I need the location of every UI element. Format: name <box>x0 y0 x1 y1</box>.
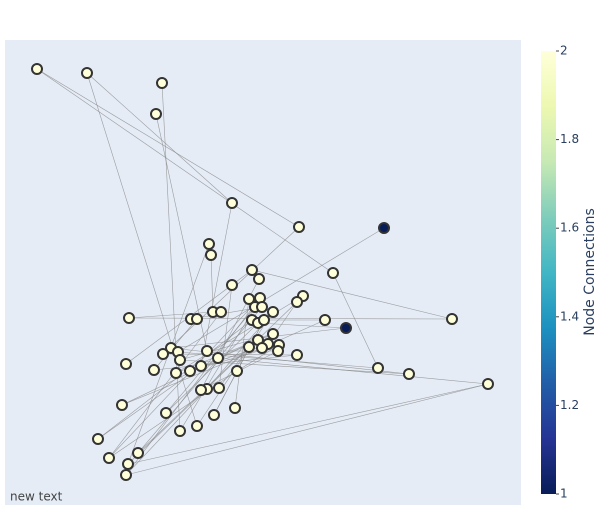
node <box>446 313 458 325</box>
edge <box>86 72 233 204</box>
node <box>157 348 169 360</box>
node <box>226 197 238 209</box>
node <box>378 222 390 234</box>
node <box>203 238 215 250</box>
node <box>291 349 303 361</box>
colorbar-tick-label: 1.6 <box>560 221 579 235</box>
node <box>213 382 225 394</box>
edge <box>210 254 214 313</box>
node <box>215 306 227 318</box>
node <box>243 293 255 305</box>
node <box>293 221 305 233</box>
edge <box>97 319 253 440</box>
edge <box>257 322 347 329</box>
node <box>272 345 284 357</box>
colorbar-title: Node Connections <box>582 208 598 336</box>
node <box>229 402 241 414</box>
node <box>258 314 270 326</box>
colorbar-tick-label: 1.4 <box>560 309 579 323</box>
edge <box>236 344 280 372</box>
node <box>132 447 144 459</box>
node <box>195 360 207 372</box>
edge <box>177 227 385 353</box>
edge <box>175 295 304 374</box>
colorbar-tick-label: 1.2 <box>560 398 579 412</box>
node <box>81 67 93 79</box>
node <box>31 63 43 75</box>
node <box>170 367 182 379</box>
node <box>243 341 255 353</box>
node <box>267 306 279 318</box>
node <box>120 469 132 481</box>
node <box>231 365 243 377</box>
node <box>148 364 160 376</box>
node <box>403 368 415 380</box>
colorbar-tick-label: 1.8 <box>560 132 579 146</box>
node <box>208 409 220 421</box>
node <box>256 301 268 313</box>
node <box>92 433 104 445</box>
edge <box>165 306 256 414</box>
node <box>327 267 339 279</box>
node <box>253 273 265 285</box>
node <box>184 365 196 377</box>
edge <box>127 301 298 465</box>
node <box>340 322 352 334</box>
node <box>291 296 303 308</box>
edge <box>200 202 233 367</box>
edge <box>165 322 259 414</box>
edge <box>125 383 489 476</box>
colorbar-tick-label: 1 <box>560 487 568 501</box>
node <box>201 345 213 357</box>
node <box>103 452 115 464</box>
node <box>267 328 279 340</box>
edge <box>217 357 489 385</box>
node <box>482 378 494 390</box>
edge <box>128 311 214 319</box>
edge <box>137 346 250 454</box>
edge <box>332 272 379 369</box>
edge <box>155 113 208 352</box>
node <box>174 425 186 437</box>
edge <box>251 269 453 320</box>
node <box>195 384 207 396</box>
colorbar-tick-label: 2 <box>560 44 568 58</box>
edge <box>108 297 261 459</box>
edge <box>218 284 233 389</box>
node <box>226 279 238 291</box>
node <box>174 354 186 366</box>
node <box>160 407 172 419</box>
edge <box>36 68 334 274</box>
edge <box>108 311 222 459</box>
edge <box>36 68 300 228</box>
edge <box>125 388 208 476</box>
edge <box>137 306 263 454</box>
node <box>246 264 258 276</box>
edge <box>127 383 489 465</box>
node <box>123 312 135 324</box>
edge <box>97 365 202 440</box>
node <box>150 108 162 120</box>
node <box>122 458 134 470</box>
node <box>116 399 128 411</box>
node <box>156 77 168 89</box>
node <box>212 352 224 364</box>
node <box>205 249 217 261</box>
node <box>372 362 384 374</box>
node <box>256 342 268 354</box>
annotation: new text <box>10 490 63 504</box>
node <box>191 313 203 325</box>
edge <box>128 317 453 320</box>
node <box>319 314 331 326</box>
colorbar <box>541 51 556 494</box>
node <box>120 358 132 370</box>
node <box>191 420 203 432</box>
